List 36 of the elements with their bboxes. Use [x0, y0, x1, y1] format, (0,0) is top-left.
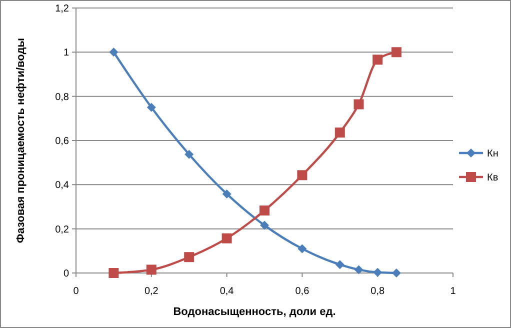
- y-tick-label: 1: [63, 48, 70, 59]
- y-axis-title: Фазовая проницаемость нефти/воды: [15, 38, 27, 244]
- x-tick-label: 0: [73, 286, 80, 297]
- x-tick-label: 1: [450, 286, 456, 297]
- legend-label: Кн: [487, 148, 498, 160]
- y-tick-label: 0,2: [55, 224, 70, 236]
- point: [260, 220, 269, 230]
- point: [184, 252, 194, 262]
- point: [334, 128, 345, 138]
- point: [297, 170, 308, 180]
- legend-label: Кв: [487, 172, 498, 184]
- x-tick-label: 0,4: [220, 286, 234, 297]
- point: [354, 265, 364, 274]
- point: [335, 260, 344, 270]
- point: [146, 264, 156, 275]
- x-tick-label: 0,6: [295, 286, 310, 297]
- point: [391, 47, 402, 58]
- point: [184, 150, 194, 159]
- x-axis-title: Водонасыщенность, доли ед.: [173, 306, 336, 318]
- y-tick-label: 0,6: [55, 136, 70, 147]
- point: [298, 244, 307, 254]
- y-tick-label: 1,2: [55, 4, 70, 14]
- y-tick-label: 0: [63, 268, 70, 280]
- x-tick-label: 0,2: [144, 286, 159, 297]
- point: [109, 48, 118, 57]
- point: [372, 54, 383, 65]
- point: [373, 268, 382, 277]
- point: [354, 99, 364, 110]
- x-tick-label: 0,8: [370, 286, 385, 297]
- y-tick-label: 0,8: [55, 92, 70, 103]
- point: [222, 233, 232, 244]
- point: [222, 189, 232, 198]
- point: [108, 268, 119, 278]
- y-tick-label: 0,4: [55, 180, 70, 192]
- point: [260, 206, 270, 216]
- point: [146, 102, 156, 112]
